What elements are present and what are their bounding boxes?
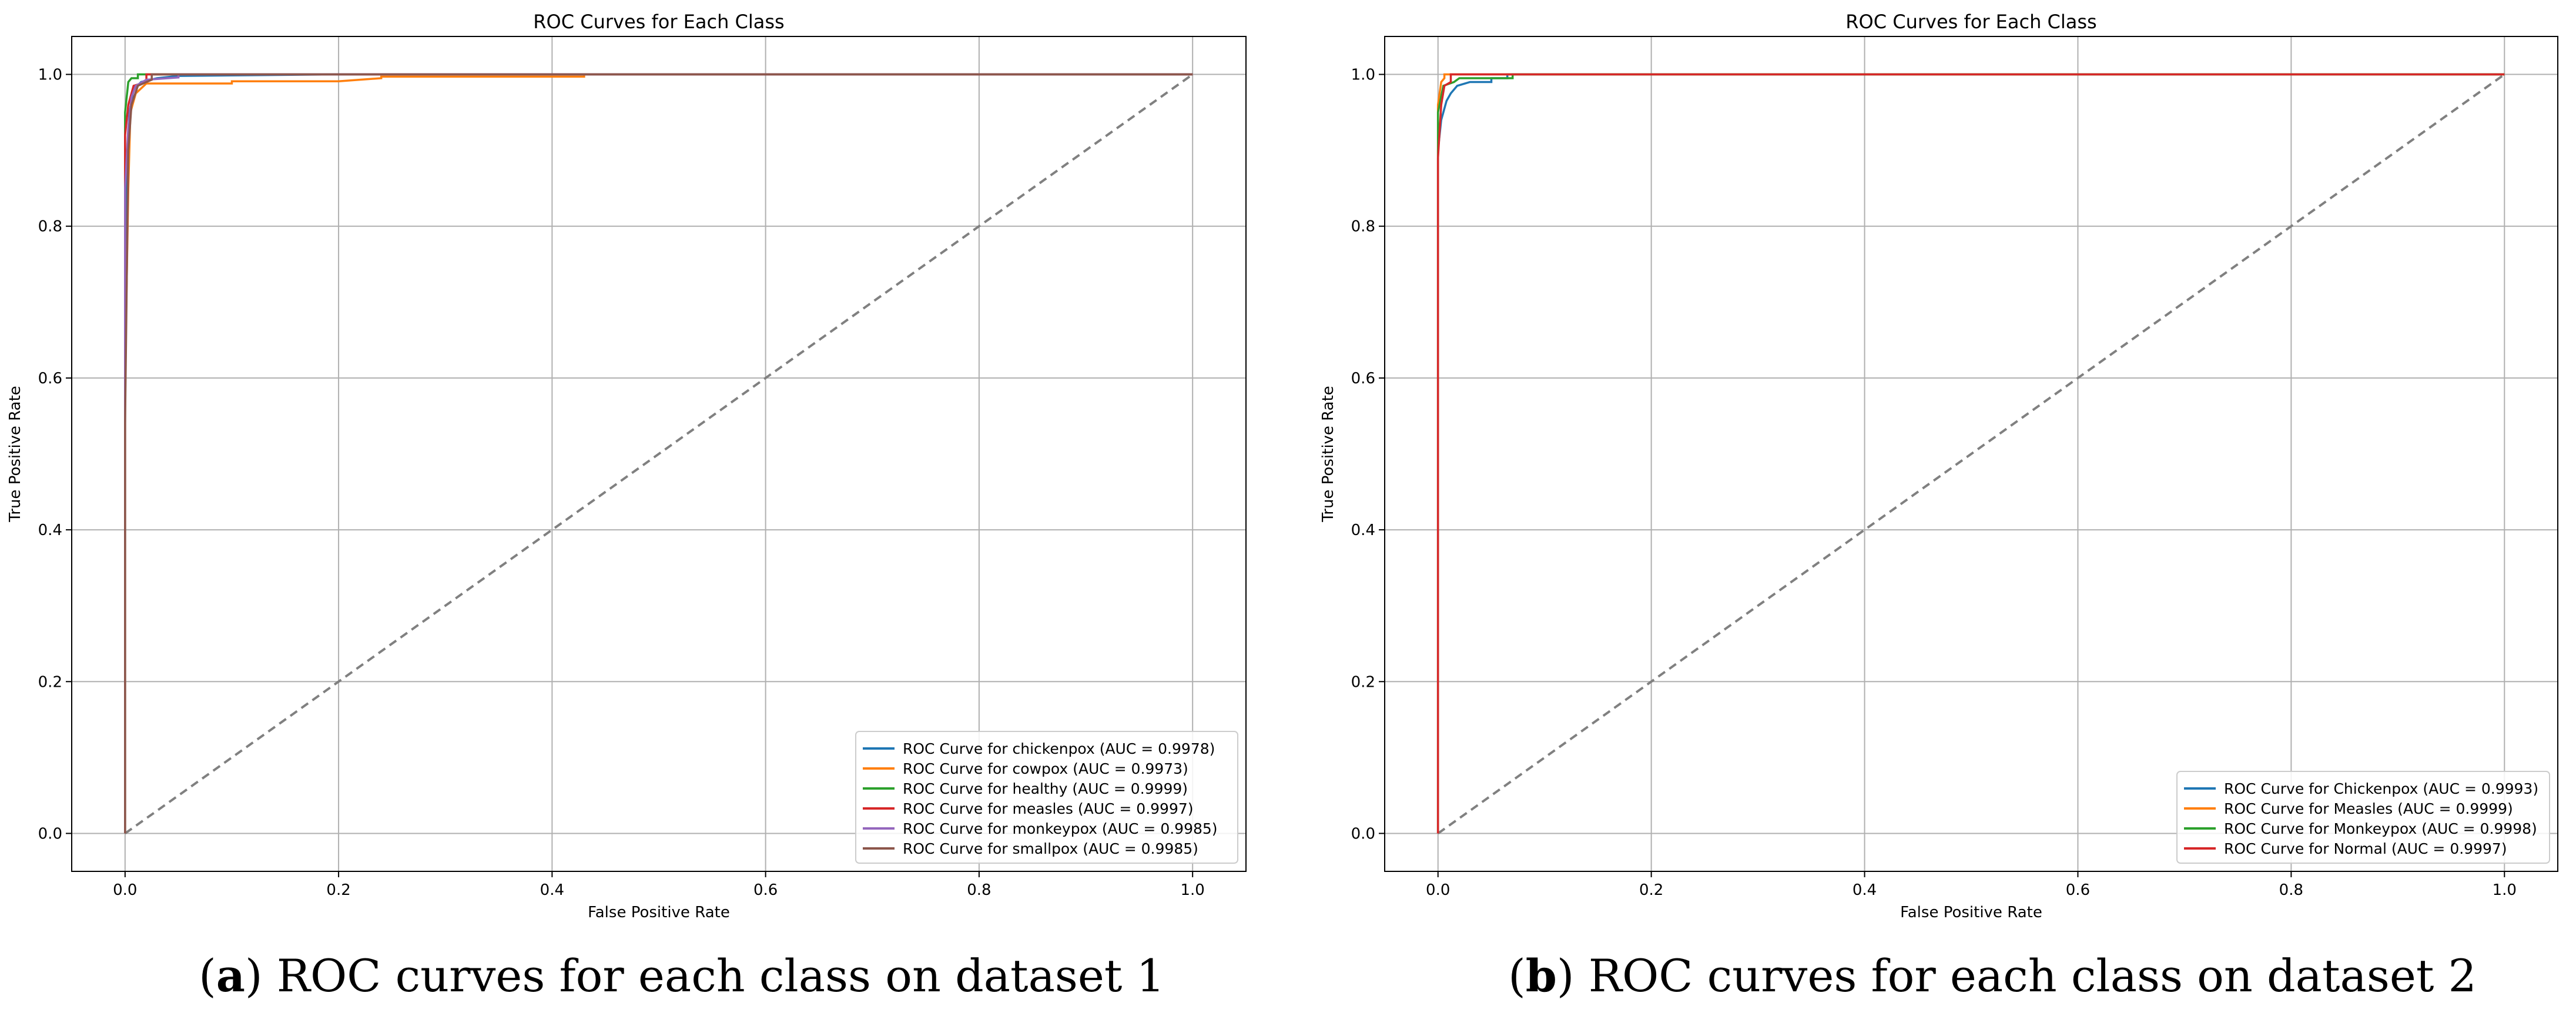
legend-box — [2176, 771, 2550, 864]
legend-entry: ROC Curve for monkeypox (AUC = 0.9985) — [903, 820, 1218, 837]
y-tick-label: 1.0 — [38, 66, 62, 84]
x-tick-label: 0.8 — [2279, 881, 2303, 899]
x-tick-label: 0.8 — [967, 881, 991, 899]
y-tick-label: 0.2 — [1351, 673, 1375, 691]
y-tick-label: 0.8 — [1351, 218, 1375, 236]
chance-diagonal-line — [124, 73, 1194, 835]
x-tick-label: 0.4 — [540, 881, 564, 899]
plot-frame — [1384, 36, 2558, 872]
caption-dataset-1: (a) ROC curves for each class on dataset… — [199, 950, 1165, 1002]
x-tick-label: 0.6 — [753, 881, 778, 899]
y-tick-label: 1.0 — [1351, 66, 1375, 84]
caption-label: b — [1525, 950, 1557, 1002]
chart-title: ROC Curves for Each Class — [1845, 11, 2096, 33]
y-axis-label: True Positive Rate — [6, 386, 24, 523]
legend-entry: ROC Curve for Measles (AUC = 0.9999) — [2224, 800, 2513, 817]
y-tick-label: 0.6 — [38, 370, 62, 387]
legend-box — [855, 731, 1238, 864]
x-tick-label: 1.0 — [2493, 881, 2517, 899]
roc-curve-4 — [1436, 73, 2505, 834]
y-tick-label: 0.8 — [38, 218, 62, 236]
x-axis-label: False Positive Rate — [588, 904, 730, 921]
y-tick-label: 0.0 — [1351, 825, 1375, 843]
caption-label: a — [216, 950, 245, 1002]
legend-entry: ROC Curve for cowpox (AUC = 0.9973) — [903, 760, 1188, 777]
caption-text: ROC curves for each class on dataset 1 — [276, 950, 1165, 1002]
chance-diagonal-line — [1437, 73, 2505, 835]
x-tick-label: 0.4 — [1853, 881, 1877, 899]
chart-title: ROC Curves for Each Class — [533, 11, 784, 33]
caption-dataset-2: (b) ROC curves for each class on dataset… — [1508, 950, 2477, 1002]
x-axis-label: False Positive Rate — [1900, 904, 2042, 921]
x-tick-label: 0.2 — [326, 881, 350, 899]
y-tick-label: 0.2 — [38, 673, 62, 691]
roc-curve-6 — [124, 73, 1193, 834]
x-tick-label: 0.0 — [113, 881, 137, 899]
x-tick-label: 1.0 — [1181, 881, 1205, 899]
legend-entry: ROC Curve for chickenpox (AUC = 0.9978) — [903, 740, 1215, 757]
legend-entry: ROC Curve for smallpox (AUC = 0.9985) — [903, 840, 1198, 857]
x-tick-label: 0.6 — [2066, 881, 2090, 899]
legend-entry: ROC Curve for Normal (AUC = 0.9997) — [2224, 840, 2507, 857]
x-tick-label: 0.0 — [1426, 881, 1450, 899]
roc-curve-3 — [124, 73, 1193, 834]
roc-curve-4 — [124, 73, 1193, 834]
plot-frame — [71, 36, 1247, 872]
caption-text: ROC curves for each class on dataset 2 — [1588, 950, 2477, 1002]
y-tick-label: 0.4 — [1351, 522, 1375, 539]
legend-entry: ROC Curve for Chickenpox (AUC = 0.9993) — [2224, 780, 2538, 797]
y-tick-label: 0.0 — [38, 825, 62, 843]
legend-entry: ROC Curve for healthy (AUC = 0.9999) — [903, 780, 1188, 797]
roc-chart-dataset-1: ROC Curves for Each Class False Positive … — [6, 11, 1247, 921]
legend-entry: ROC Curve for Monkeypox (AUC = 0.9998) — [2224, 820, 2537, 837]
y-axis-label: True Positive Rate — [1319, 386, 1337, 523]
legend-entry: ROC Curve for measles (AUC = 0.9997) — [903, 800, 1194, 817]
y-tick-label: 0.6 — [1351, 370, 1375, 387]
y-tick-label: 0.4 — [38, 522, 62, 539]
x-tick-label: 0.2 — [1639, 881, 1663, 899]
roc-chart-dataset-2: ROC Curves for Each Class False Positive … — [1319, 11, 2558, 921]
